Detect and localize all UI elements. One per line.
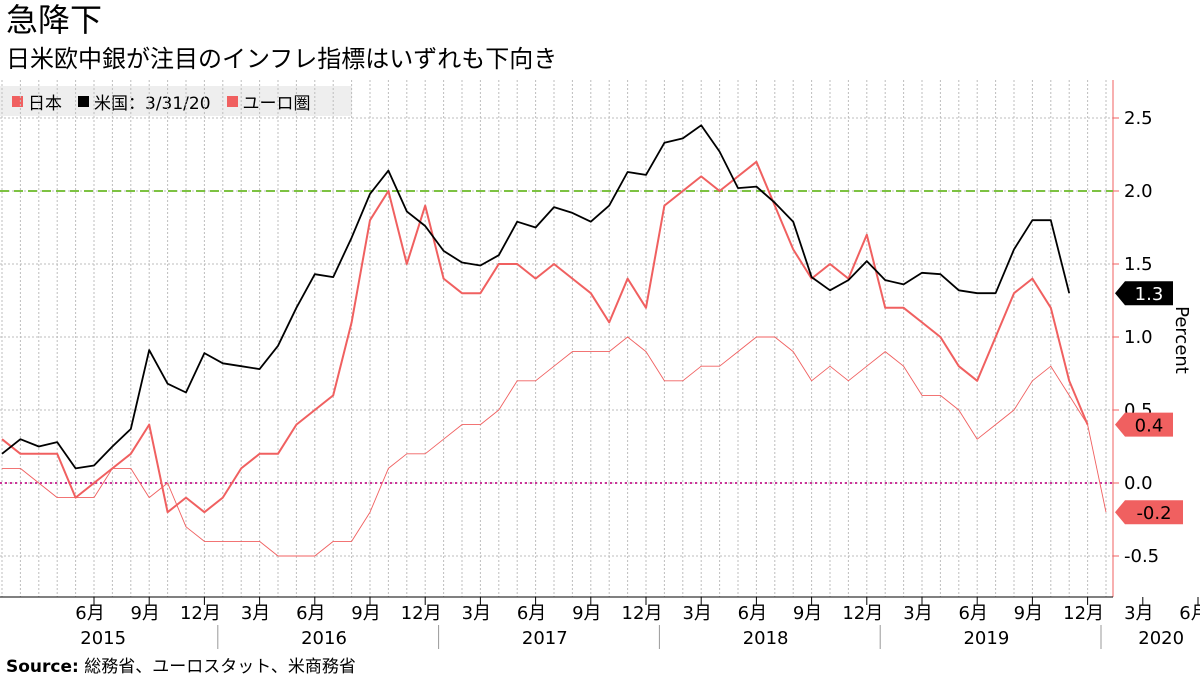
y-axis-title: Percent (1171, 306, 1192, 374)
x-tick-label: 3月 (903, 603, 932, 624)
y-tick-label: 2.0 (1124, 181, 1153, 202)
y-tick-label: -0.5 (1124, 546, 1159, 567)
legend: 日本 米国：3/31/20 ユーロ圏 (0, 86, 352, 116)
last-value-japan: 0.4 (1115, 412, 1173, 437)
x-tick-label: 12月 (180, 603, 221, 624)
last-value-eurozone-text: -0.2 (1136, 503, 1171, 524)
last-value-eurozone: -0.2 (1115, 500, 1183, 525)
last-value-japan-bg (1115, 412, 1173, 437)
legend-swatch-japan (12, 95, 23, 107)
x-tick-label: 9月 (1014, 603, 1043, 624)
year-label: 2016 (301, 628, 347, 649)
last-value-us-bg (1115, 281, 1173, 306)
source-label: Source: (6, 657, 79, 677)
x-tick-label: 6月 (958, 603, 987, 624)
last-value-japan-text: 0.4 (1135, 416, 1164, 437)
chart-title: 急降下 (6, 1, 103, 39)
x-tick-label: 6月 (75, 603, 104, 624)
x-tick-label: 12月 (622, 603, 663, 624)
x-tick-label: 9月 (572, 603, 601, 624)
x-tick-label: 3月 (241, 603, 270, 624)
legend-item-japan: 日本 (12, 89, 62, 114)
legend-label-us: 米国：3/31/20 (94, 93, 211, 114)
x-tick-label: 12月 (401, 603, 442, 624)
chart-subtitle: 日米欧中銀が注目のインフレ指標はいずれも下向き (6, 45, 558, 73)
x-tick-label: 6月 (517, 603, 546, 624)
x-tick-label: 6月 (1179, 603, 1200, 624)
series-line-us (1, 124, 1071, 470)
last-value-us-text: 1.3 (1135, 284, 1164, 305)
series-line-eurozone (2, 336, 1107, 557)
y-tick-label: 1.5 (1124, 254, 1153, 275)
x-tick-label: 9月 (793, 603, 822, 624)
x-tick-label: 9月 (130, 603, 159, 624)
x-tick-label: 3月 (1124, 603, 1153, 624)
legend-swatch-us (78, 95, 89, 107)
y-tick-label: 0.0 (1124, 473, 1153, 494)
year-label: 2020 (1138, 628, 1184, 649)
legend-item-us: 米国：3/31/20 (78, 89, 211, 114)
x-tick-label: 3月 (682, 603, 711, 624)
x-tick-label: 6月 (738, 603, 767, 624)
x-tick-label: 12月 (842, 603, 883, 624)
series-line-japan (1, 160, 1089, 514)
year-label: 2018 (743, 628, 789, 649)
y-tick-label: 2.5 (1124, 108, 1153, 129)
y-tick-label: 1.0 (1124, 327, 1153, 348)
x-tick-label: 6月 (296, 603, 325, 624)
last-value-us: 1.3 (1115, 281, 1173, 306)
source-note: Source: 総務省、ユーロスタット、米商務省 (6, 652, 356, 677)
year-label: 2017 (522, 628, 568, 649)
legend-label-japan: 日本 (28, 93, 62, 114)
last-value-eurozone-bg (1115, 500, 1183, 525)
source-text: 総務省、ユーロスタット、米商務省 (78, 657, 356, 677)
year-label: 2019 (963, 628, 1009, 649)
legend-swatch-eurozone (226, 95, 238, 107)
x-tick-label: 9月 (351, 603, 380, 624)
x-tick-label: 3月 (462, 603, 491, 624)
year-label: 2015 (80, 628, 126, 649)
x-tick-label: 12月 (1063, 603, 1104, 624)
